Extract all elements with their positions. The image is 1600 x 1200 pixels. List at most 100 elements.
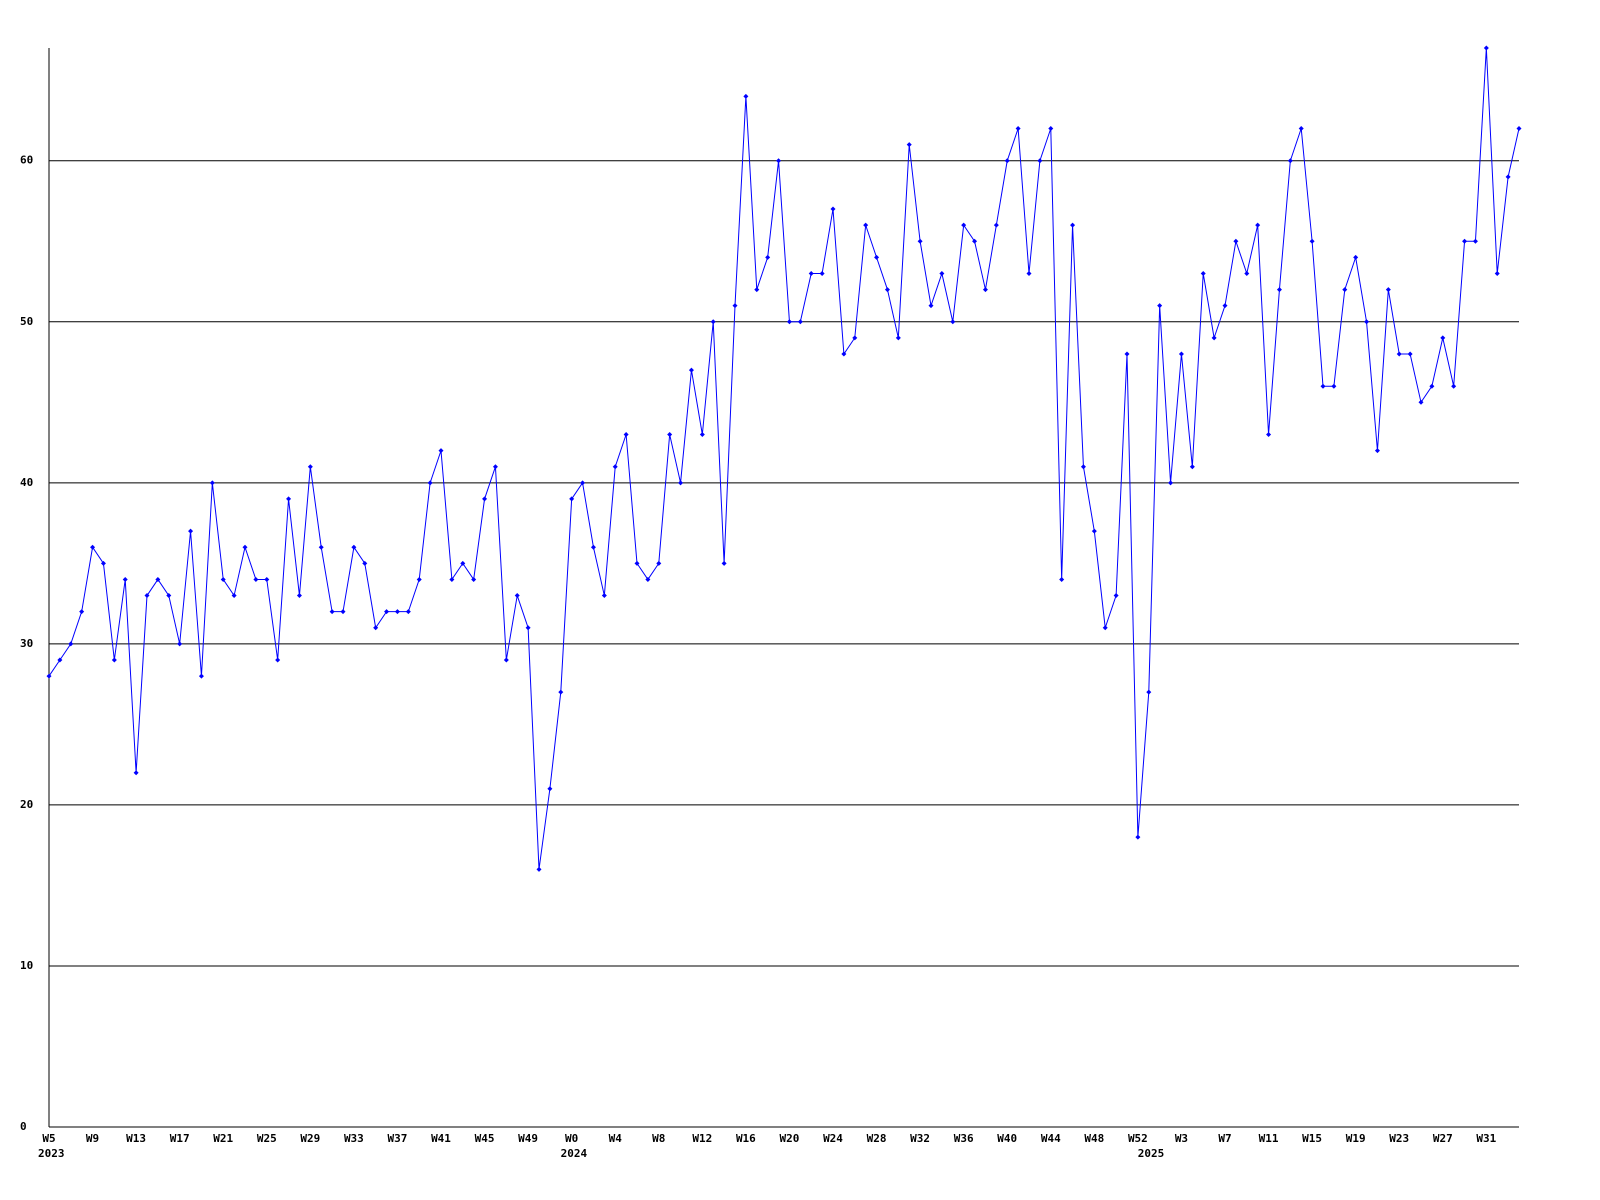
data-point bbox=[1309, 238, 1315, 244]
data-point bbox=[166, 593, 172, 599]
data-point bbox=[939, 270, 945, 276]
data-point bbox=[1407, 351, 1413, 357]
data-point bbox=[678, 480, 684, 486]
x-tick-label: W7 bbox=[1218, 1132, 1231, 1145]
data-point bbox=[645, 576, 651, 582]
data-point bbox=[100, 560, 106, 566]
data-point bbox=[79, 609, 85, 615]
data-point bbox=[122, 576, 128, 582]
data-point bbox=[1385, 287, 1391, 293]
data-point bbox=[307, 464, 313, 470]
data-point bbox=[830, 206, 836, 212]
data-point bbox=[177, 641, 183, 647]
data-point bbox=[1015, 126, 1021, 132]
data-point bbox=[1157, 303, 1163, 309]
data-point bbox=[1026, 270, 1032, 276]
data-point bbox=[732, 303, 738, 309]
data-point bbox=[209, 480, 215, 486]
data-point bbox=[438, 448, 444, 454]
data-point bbox=[492, 464, 498, 470]
data-point bbox=[1189, 464, 1195, 470]
x-year-label: 2024 bbox=[561, 1147, 588, 1160]
x-tick-label: W25 bbox=[257, 1132, 277, 1145]
data-point bbox=[569, 496, 575, 502]
data-point bbox=[1233, 238, 1239, 244]
x-tick-label: W48 bbox=[1084, 1132, 1104, 1145]
data-point bbox=[699, 432, 705, 438]
data-point bbox=[394, 609, 400, 615]
data-point bbox=[514, 593, 520, 599]
data-point bbox=[1331, 383, 1337, 389]
data-point bbox=[155, 576, 161, 582]
x-tick-label: W24 bbox=[823, 1132, 843, 1145]
x-tick-label: W17 bbox=[170, 1132, 190, 1145]
data-point bbox=[688, 367, 694, 373]
data-point bbox=[1298, 126, 1304, 132]
data-point bbox=[482, 496, 488, 502]
data-point bbox=[982, 287, 988, 293]
data-point bbox=[972, 238, 978, 244]
data-point bbox=[874, 254, 880, 260]
data-point bbox=[580, 480, 586, 486]
data-point bbox=[1516, 126, 1522, 132]
x-tick-label: W32 bbox=[910, 1132, 930, 1145]
data-point bbox=[1451, 383, 1457, 389]
data-point bbox=[776, 158, 782, 164]
x-tick-label: W31 bbox=[1476, 1132, 1496, 1145]
data-point bbox=[57, 657, 63, 663]
data-point bbox=[351, 544, 357, 550]
data-point bbox=[721, 560, 727, 566]
data-point bbox=[590, 544, 596, 550]
data-point bbox=[220, 576, 226, 582]
data-point bbox=[601, 593, 607, 599]
data-point bbox=[1342, 287, 1348, 293]
y-tick-label: 10 bbox=[20, 959, 33, 972]
data-point bbox=[1505, 174, 1511, 180]
data-point bbox=[612, 464, 618, 470]
x-tick-label: W9 bbox=[86, 1132, 99, 1145]
x-tick-label: W49 bbox=[518, 1132, 538, 1145]
x-tick-label: W36 bbox=[954, 1132, 974, 1145]
data-point bbox=[405, 609, 411, 615]
data-point bbox=[1462, 238, 1468, 244]
x-tick-label: W41 bbox=[431, 1132, 451, 1145]
data-point bbox=[917, 238, 923, 244]
data-point bbox=[1037, 158, 1043, 164]
x-tick-label: W15 bbox=[1302, 1132, 1322, 1145]
x-tick-label: W23 bbox=[1389, 1132, 1409, 1145]
data-point bbox=[242, 544, 248, 550]
x-tick-label: W27 bbox=[1433, 1132, 1453, 1145]
data-point bbox=[362, 560, 368, 566]
y-tick-label: 20 bbox=[20, 798, 33, 811]
data-point bbox=[884, 287, 890, 293]
data-point bbox=[133, 770, 139, 776]
data-point bbox=[318, 544, 324, 550]
x-tick-label: W8 bbox=[652, 1132, 665, 1145]
data-point bbox=[819, 270, 825, 276]
data-point bbox=[188, 528, 194, 534]
data-point bbox=[1211, 335, 1217, 341]
x-tick-label: W37 bbox=[388, 1132, 408, 1145]
data-point bbox=[1276, 287, 1282, 293]
data-point bbox=[623, 432, 629, 438]
data-point bbox=[525, 625, 531, 631]
data-point bbox=[928, 303, 934, 309]
x-tick-label: W40 bbox=[997, 1132, 1017, 1145]
data-point bbox=[1004, 158, 1010, 164]
data-point bbox=[231, 593, 237, 599]
data-point bbox=[373, 625, 379, 631]
x-tick-label: W20 bbox=[780, 1132, 800, 1145]
data-point bbox=[1472, 238, 1478, 244]
data-point bbox=[754, 287, 760, 293]
x-tick-label: W28 bbox=[867, 1132, 887, 1145]
data-point bbox=[427, 480, 433, 486]
data-point bbox=[634, 560, 640, 566]
x-tick-label: W33 bbox=[344, 1132, 364, 1145]
data-point bbox=[1091, 528, 1097, 534]
data-point bbox=[1266, 432, 1272, 438]
data-point bbox=[471, 576, 477, 582]
x-tick-label: W13 bbox=[126, 1132, 146, 1145]
data-point bbox=[1440, 335, 1446, 341]
data-point bbox=[1080, 464, 1086, 470]
